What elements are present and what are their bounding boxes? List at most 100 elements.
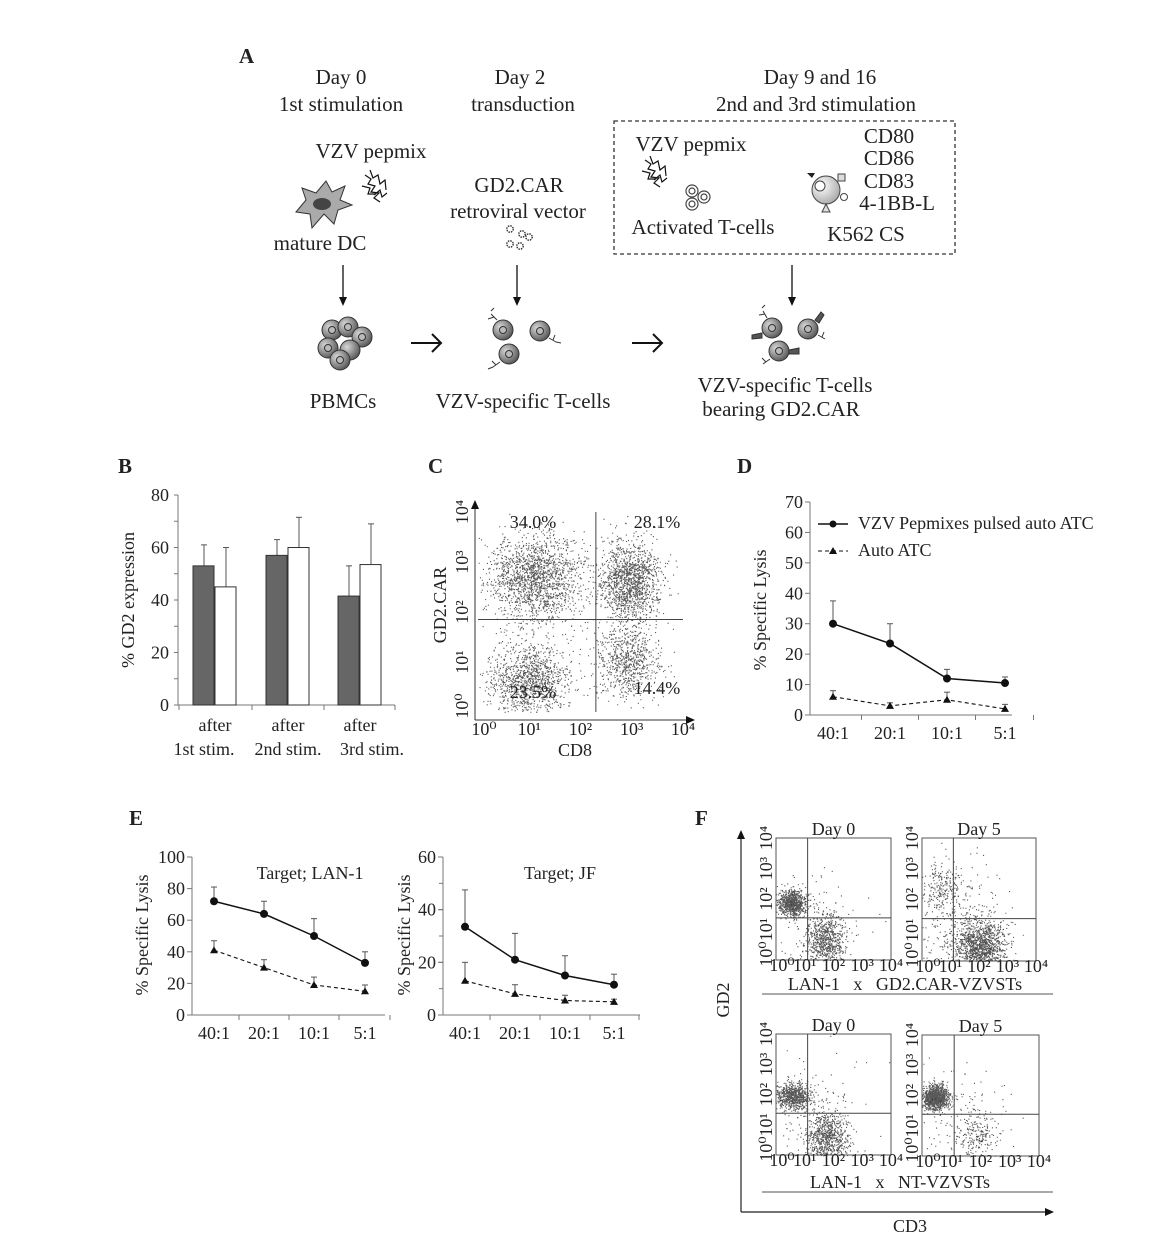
quadrant-percent-ur: 28.1% xyxy=(634,512,681,532)
x-tick-label: 10² xyxy=(967,956,990,976)
data-point xyxy=(210,897,218,906)
y-tick-label: 10¹ xyxy=(902,1114,922,1137)
activated-tcells-label: Activated T-cells xyxy=(632,215,775,239)
costim-41bbl: 4-1BB-L xyxy=(859,191,935,215)
plot-frame xyxy=(921,1034,1040,1157)
y-tick-label: 0 xyxy=(160,695,169,715)
y-tick-label: 30 xyxy=(785,614,803,634)
y-tick-label: 50 xyxy=(785,553,803,573)
cd3-axis-label: CD3 xyxy=(893,1216,927,1236)
mature-dc-label: mature DC xyxy=(274,231,367,255)
category-label: 3rd stim. xyxy=(340,739,404,759)
group-caption-nt: LAN-1 x NT-VZVSTs xyxy=(810,1172,990,1192)
population-dots xyxy=(923,1057,1024,1155)
x-tick-label: 10⁰ xyxy=(769,1150,794,1170)
population-dots xyxy=(795,895,859,961)
category-label: 5:1 xyxy=(993,723,1016,743)
population-dots xyxy=(797,1092,855,1157)
quadrant-percent-lr: 14.4% xyxy=(634,678,681,698)
data-point xyxy=(943,695,951,703)
panel-label-a: A xyxy=(239,44,255,68)
data-point xyxy=(511,989,519,997)
panel-c-flow-plot: 10⁰ 10¹ 10² 10³ 10⁴ 10⁰ 10¹ 10² 10³ 10⁴ 34.0% 28.1%… xyxy=(430,500,695,760)
bar xyxy=(359,564,382,706)
group-caption-gd2car: LAN-1 x GD2.CAR-VZVSTs xyxy=(788,974,1022,994)
plot-frame xyxy=(775,1033,892,1156)
y-tick-label: 70 xyxy=(785,492,803,512)
gd2car-label: GD2.CAR xyxy=(474,173,563,197)
population-dots xyxy=(922,842,1014,962)
activated-t-cell-icon xyxy=(685,184,711,211)
bar xyxy=(287,547,310,706)
series-line xyxy=(832,696,1006,710)
x-tick-label: 10¹ xyxy=(793,1150,816,1170)
x-tick-label: 10² xyxy=(569,719,592,739)
category-label: 10:1 xyxy=(298,1023,330,1043)
data-point xyxy=(561,971,569,980)
data-point xyxy=(310,932,318,940)
y-axis-label: % Specific Lysis xyxy=(750,550,770,671)
final-product-label-2: bearing GD2.CAR xyxy=(702,397,859,421)
y-tick-label: 100 xyxy=(158,847,185,867)
legend-marker xyxy=(829,520,837,528)
y-tick-label: 10¹ xyxy=(756,918,776,941)
y-tick-label: 10² xyxy=(902,1084,922,1107)
panel-f-group-captions: LAN-1 x GD2.CAR-VZVSTs LAN-1 x NT-VZVSTs xyxy=(762,974,1053,1193)
k562-cell-icon xyxy=(807,173,848,213)
step-event-2: 2nd and 3rd stimulation xyxy=(716,92,917,116)
y-tick-label: 10⁴ xyxy=(902,826,922,850)
step-event-0: 1st stimulation xyxy=(279,92,404,116)
x-tick-label: 10¹ xyxy=(939,956,962,976)
y-tick-label: 10³ xyxy=(756,856,776,880)
quadrant-percent-ul: 34.0% xyxy=(510,512,557,532)
y-tick-label: 10² xyxy=(902,888,922,911)
data-point xyxy=(260,909,268,918)
y-tick-label: 10⁰ xyxy=(756,1136,776,1161)
y-tick-label: 10¹ xyxy=(902,919,922,942)
y-tick-label: 20 xyxy=(785,644,803,664)
y-tick-label: 20 xyxy=(418,952,436,972)
y-tick-label: 60 xyxy=(167,910,185,930)
y-tick-label: 40 xyxy=(167,942,185,962)
x-tick-label: 10¹ xyxy=(793,955,816,975)
x-tick-label: 10³ xyxy=(620,719,644,739)
panel-b-bar-chart: 0 20 40 60 80 after 1st stim. after 2nd stim. aft… xyxy=(118,485,404,759)
pbmc-cluster-icon xyxy=(317,316,373,371)
retroviral-vector-label: retroviral vector xyxy=(450,199,586,223)
data-point xyxy=(943,674,951,683)
x-tick-label: 10⁰ xyxy=(769,955,794,975)
y-tick-label: 10¹ xyxy=(756,1113,776,1136)
step-event-1: transduction xyxy=(471,92,575,116)
population-dots xyxy=(922,848,972,918)
chart-title: Target; LAN-1 xyxy=(257,863,364,883)
pbmcs-label: PBMCs xyxy=(310,389,377,413)
series-line xyxy=(832,623,1006,684)
x-tick-label: 10³ xyxy=(996,956,1020,976)
y-tick-label: 10¹ xyxy=(452,650,472,673)
data-point xyxy=(1001,679,1009,688)
y-tick-label: 0 xyxy=(427,1005,436,1025)
data-point xyxy=(210,946,218,954)
x-tick-label: 10⁴ xyxy=(879,955,903,975)
y-tick-label: 10² xyxy=(756,887,776,910)
x-axis-label: CD8 xyxy=(558,740,592,760)
panel-e-jf-line-chart: 0 20 40 60 40:1 20:1 10:1 5:1 Target; JF % Specif… xyxy=(394,847,640,1043)
plot-title: Day 0 xyxy=(812,819,856,839)
data-point xyxy=(561,996,569,1004)
y-tick-label: 10⁴ xyxy=(756,1022,776,1046)
y-tick-label: 10⁰ xyxy=(902,942,922,967)
x-tick-label: 10⁴ xyxy=(1024,956,1048,976)
data-point xyxy=(461,976,469,984)
y-axis-label: % Specific Lysis xyxy=(394,875,414,996)
population-dots xyxy=(479,628,599,713)
y-tick-label: 10⁴ xyxy=(756,826,776,850)
y-axis-label: GD2.CAR xyxy=(430,567,450,644)
y-tick-label: 10³ xyxy=(902,1053,922,1077)
data-point xyxy=(310,980,318,988)
x-tick-label: 10⁴ xyxy=(671,719,695,739)
step-day-0: Day 0 xyxy=(316,65,367,89)
x-tick-label: 10⁴ xyxy=(1027,1151,1051,1171)
data-point xyxy=(361,958,369,967)
